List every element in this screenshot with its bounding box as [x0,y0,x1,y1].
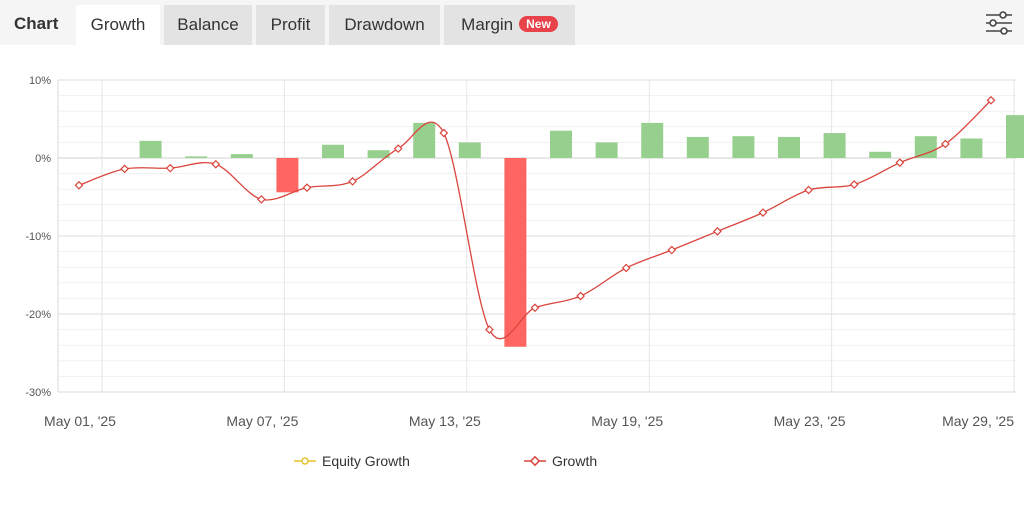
tab-drawdown[interactable]: Drawdown [329,5,440,45]
y-tick-label: -20% [25,309,51,321]
growth-point [849,180,859,189]
bar [230,154,253,158]
bar [413,122,436,158]
bar [595,142,618,158]
growth-point [758,208,768,217]
x-tick-label: May 19, '25 [591,413,663,429]
bar [641,122,664,158]
growth-point [393,144,403,154]
y-tick-label: 10% [29,75,51,87]
legend-growth-marker [524,455,546,467]
legend-equity-growth-marker [294,457,316,465]
tab-growth[interactable]: Growth [76,5,160,45]
tab-drawdown-label: Drawdown [344,15,425,34]
growth-point [941,139,950,149]
y-tick-label: -10% [25,231,51,243]
growth-point [439,128,449,138]
growth-point [621,263,631,273]
legend-growth-label: Growth [552,453,598,469]
growth-point [895,158,905,168]
growth-point [257,194,266,204]
growth-point [986,95,996,105]
bar [367,150,390,158]
y-tick-label: -30% [25,387,51,399]
growth-point [485,325,494,334]
growth-chart: 10% 0% -10% -20% -30% May 01, '25 May 07, '25 M… [25,75,1024,429]
tab-growth-label: Growth [90,15,146,34]
x-tick-label: May 23, '25 [774,413,846,429]
chart-section-title: Chart [14,14,59,33]
grid-lines [57,79,1016,393]
x-tick-label: May 01, '25 [44,413,116,429]
tab-margin[interactable]: Margin New [444,5,575,45]
growth-point [576,291,585,301]
sliders-icon[interactable] [984,9,1014,37]
bar [732,136,755,158]
tab-balance-label: Balance [177,15,239,34]
growth-line [78,99,992,340]
bar [276,158,299,193]
bar [139,140,162,158]
growth-point [211,159,221,169]
y-tick-label: 0% [35,153,51,165]
growth-point [120,164,129,174]
bar [1006,115,1024,158]
x-tick-label: May 07, '25 [226,413,298,429]
growth-point [530,303,540,313]
bar [960,138,983,158]
growth-point [302,183,312,193]
bar [458,142,481,158]
growth-point [74,180,84,190]
bar [914,136,937,158]
tab-profit[interactable]: Profit [256,5,325,45]
bar [550,130,572,158]
tab-balance[interactable]: Balance [164,5,252,45]
growth-point [713,226,722,236]
growth-point [348,177,357,186]
x-tick-label: May 29, '25 [942,413,1014,429]
bar [322,144,344,158]
new-badge: New [519,16,558,32]
bar [686,136,709,158]
growth-point [667,245,677,255]
growth-point [804,185,813,195]
bar [185,156,208,158]
chart-tab-bar: Chart Growth Balance Profit Drawdown Mar… [0,0,1024,45]
bar [504,158,527,347]
bar [823,133,846,158]
bar [778,136,800,158]
legend-equity-growth-label: Equity Growth [322,453,410,469]
tab-profit-label: Profit [270,15,311,34]
growth-point [165,163,175,173]
x-tick-label: May 13, '25 [409,413,481,429]
bar [869,151,892,158]
tab-margin-label: Margin [461,15,514,34]
